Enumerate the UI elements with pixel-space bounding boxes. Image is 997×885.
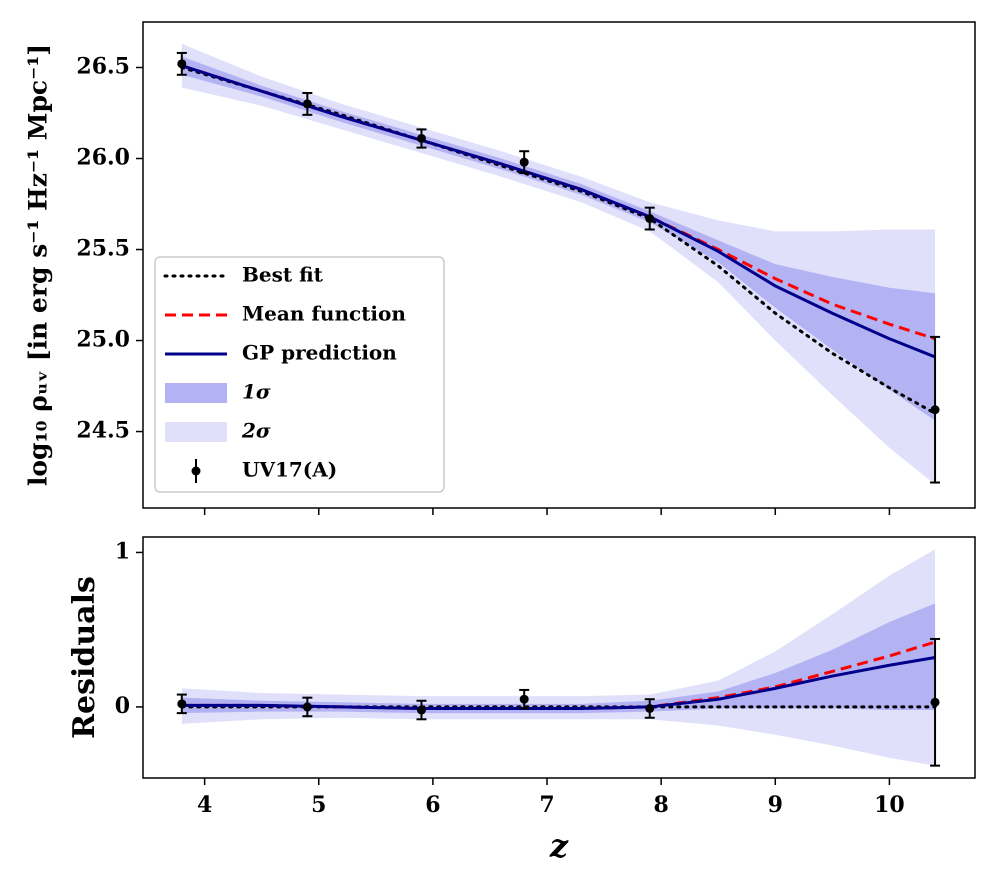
legend-label: 2σ	[241, 419, 271, 443]
plot-area	[180, 43, 937, 485]
plot-area	[180, 549, 937, 766]
legend-label: Mean function	[242, 302, 406, 326]
x-tick-label: 9	[768, 792, 783, 818]
data-point	[416, 133, 426, 143]
axes-frame	[142, 21, 976, 509]
data-point	[177, 699, 187, 709]
x-tick-label: 10	[874, 792, 905, 818]
y-axis-label: log₁₀ ρᵤᵥ [in erg s⁻¹ Hz⁻¹ Mpc⁻¹]	[24, 44, 53, 486]
legend-label: UV17(A)	[242, 458, 337, 482]
x-tick-label: 7	[539, 792, 554, 818]
x-tick-label: 8	[653, 792, 668, 818]
data-point	[645, 214, 655, 224]
data-point	[177, 59, 187, 69]
legend: Best fit Mean function GP prediction 1σ 2σ UV…	[154, 256, 445, 493]
legend-swatch	[165, 383, 227, 403]
legend-swatch	[191, 466, 201, 476]
data-point	[416, 705, 426, 715]
legend-label: Best fit	[242, 263, 324, 287]
line	[181, 64, 936, 359]
x-tick-label: 6	[425, 792, 440, 818]
x-tick-label: 4	[197, 792, 212, 818]
data-point	[645, 703, 655, 713]
legend-label: GP prediction	[242, 341, 397, 365]
x-tick-label: 5	[311, 792, 326, 818]
axes-frame	[142, 536, 976, 779]
y-tick-label: 1	[115, 538, 130, 564]
x-axis-label: z	[549, 827, 569, 865]
y-tick-label: 26.0	[76, 145, 130, 171]
y-axis-label: Residuals	[67, 576, 102, 739]
line	[181, 656, 936, 710]
data-point	[930, 405, 940, 415]
data-point	[302, 99, 312, 109]
data-point	[302, 702, 312, 712]
y-tick-label: 26.5	[76, 54, 130, 80]
y-tick-label: 0	[115, 693, 130, 719]
legend-box	[154, 256, 445, 493]
legend-swatch	[165, 422, 227, 442]
legend-label: 1σ	[242, 380, 271, 404]
data-point	[519, 694, 529, 704]
data-point	[519, 157, 529, 167]
y-tick-label: 24.5	[76, 418, 130, 444]
y-tick-label: 25.5	[76, 236, 130, 262]
y-tick-label: 25.0	[76, 327, 130, 353]
data-point	[930, 697, 940, 707]
band	[181, 56, 936, 421]
band	[181, 603, 936, 714]
